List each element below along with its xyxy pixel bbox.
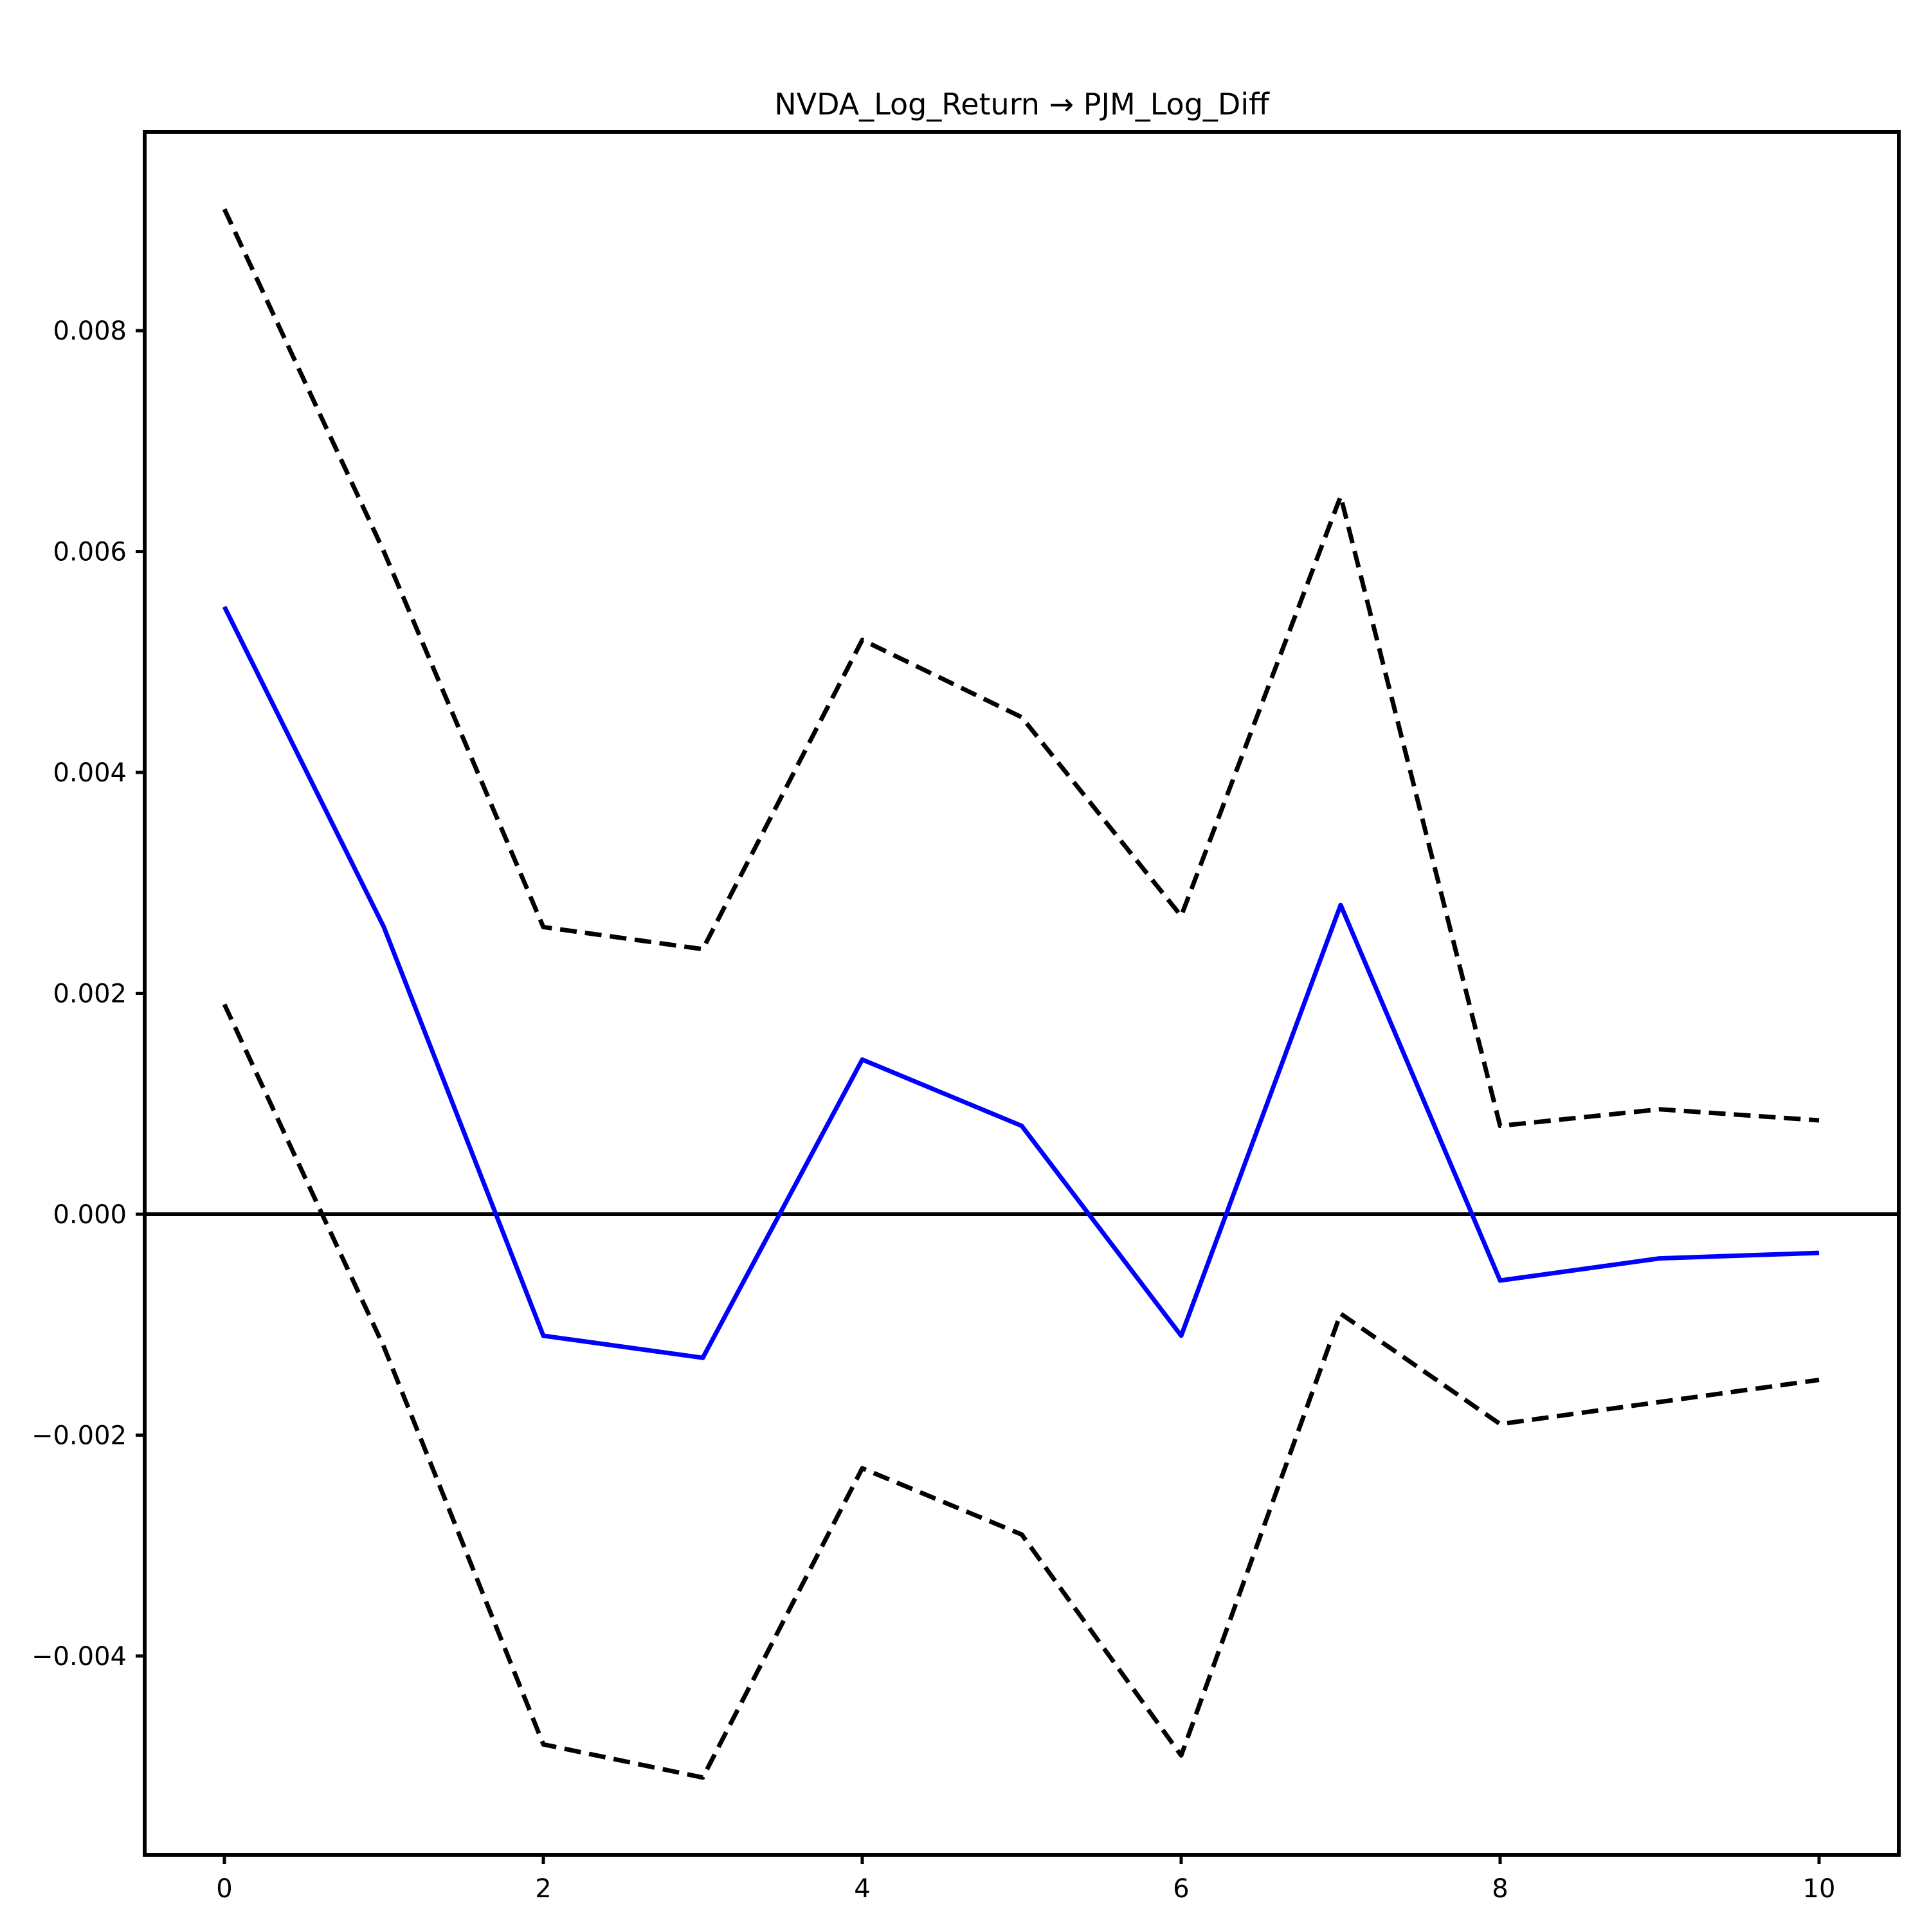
chart-title: NVDA_Log_Return → PJM_Log_Diff — [774, 87, 1270, 122]
x-tick-label: 4 — [854, 1874, 870, 1904]
x-tick-label: 2 — [535, 1874, 551, 1904]
y-tick-label: −0.002 — [32, 1421, 127, 1450]
lower-confidence-band-line — [222, 1003, 1820, 1780]
x-tick-label: 10 — [1803, 1874, 1836, 1904]
series-layer — [222, 208, 1820, 1780]
y-tick-label: 0.004 — [53, 758, 127, 788]
y-tick-label: −0.004 — [32, 1642, 127, 1672]
y-tick-label: 0.008 — [53, 316, 127, 346]
x-tick-label: 8 — [1492, 1874, 1508, 1904]
y-tick-label: 0.006 — [53, 538, 127, 567]
x-tick-label: 6 — [1173, 1874, 1189, 1904]
upper-confidence-band-line — [222, 208, 1820, 1129]
irf-point-estimate-line — [222, 605, 1820, 1360]
axes-layer: 0.008 0.006 0.004 0.002 0.000 −0.002 −0.004 0 2 4… — [32, 130, 1901, 1904]
y-tick-label: 0.002 — [53, 980, 127, 1009]
x-tick-label: 0 — [216, 1874, 232, 1904]
y-tick-label: 0.000 — [53, 1200, 127, 1230]
